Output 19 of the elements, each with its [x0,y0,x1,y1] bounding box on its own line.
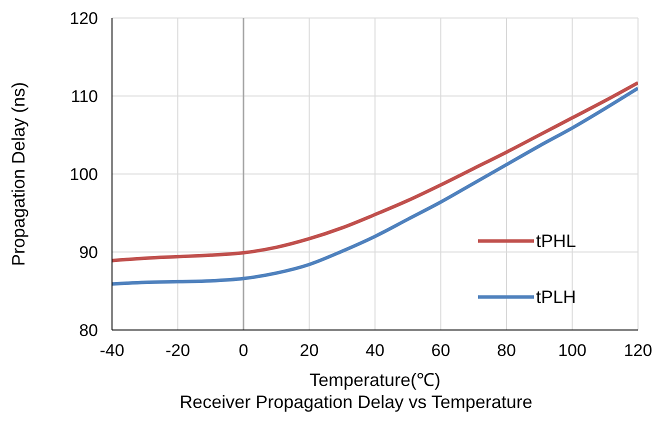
x-tick-label: -40 [100,341,124,360]
y-tick-label: 100 [70,165,98,184]
y-tick-label: 90 [79,243,98,262]
x-tick-label: -20 [165,341,190,360]
x-tick-label: 20 [300,341,319,360]
x-axis-title: Temperature(℃) [309,370,441,390]
x-tick-label: 120 [624,341,652,360]
x-tick-label: 0 [238,341,248,360]
x-tick-label: 80 [497,341,516,360]
legend-label: tPLH [536,286,576,308]
legend-label: tPHL [536,230,576,252]
text: Receiver Propagation Delay vs Temperature [178,392,534,413]
x-tick-label: 100 [558,341,586,360]
y-axis-title: Propagation Delay (ns) [8,82,28,266]
y-tick-label: 80 [79,321,98,340]
y-tick-label: 120 [70,9,98,28]
x-tick-label: 60 [431,341,450,360]
y-tick-label: 110 [70,87,98,106]
x-tick-label: 40 [366,341,384,360]
